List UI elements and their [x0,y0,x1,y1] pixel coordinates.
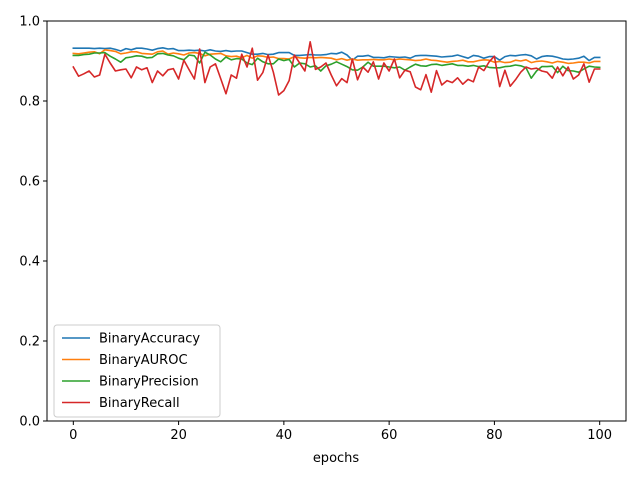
series-line-binaryprecision [72,51,601,79]
y-tick-label: 0.8 [19,95,40,110]
y-tick-label: 1.0 [19,15,40,30]
y-tick-label: 0.2 [19,335,40,350]
legend-label: BinaryAUROC [99,353,188,368]
x-tick-label: 80 [486,428,503,443]
legend-label: BinaryAccuracy [99,332,200,347]
x-tick-label: 20 [170,428,187,443]
legend-frame [53,324,221,418]
series-layer [72,40,601,96]
plot-frame [46,20,627,422]
x-tick-label: 60 [381,428,398,443]
series-line-binaryauroc [72,48,601,65]
x-axis-label: epochs [313,451,360,466]
series-line-binaryaccuracy [72,46,601,62]
legend: BinaryAccuracy BinaryAUROC BinaryPrecision… [53,324,221,418]
axis-layer: 0 20 40 60 80 100 0.0 0.2 0.4 0.6 0.8 1.0 [19,15,612,444]
x-tick-label: 0 [69,428,77,443]
legend-label: BinaryPrecision [99,375,199,390]
x-tick-label: 100 [587,428,612,443]
y-tick-label: 0.6 [19,175,40,190]
y-tick-label: 0.0 [19,415,40,430]
y-tick-label: 0.4 [19,255,40,270]
series-line-binaryrecall [72,40,601,96]
legend-label: BinaryRecall [99,396,180,411]
x-tick-label: 40 [276,428,293,443]
